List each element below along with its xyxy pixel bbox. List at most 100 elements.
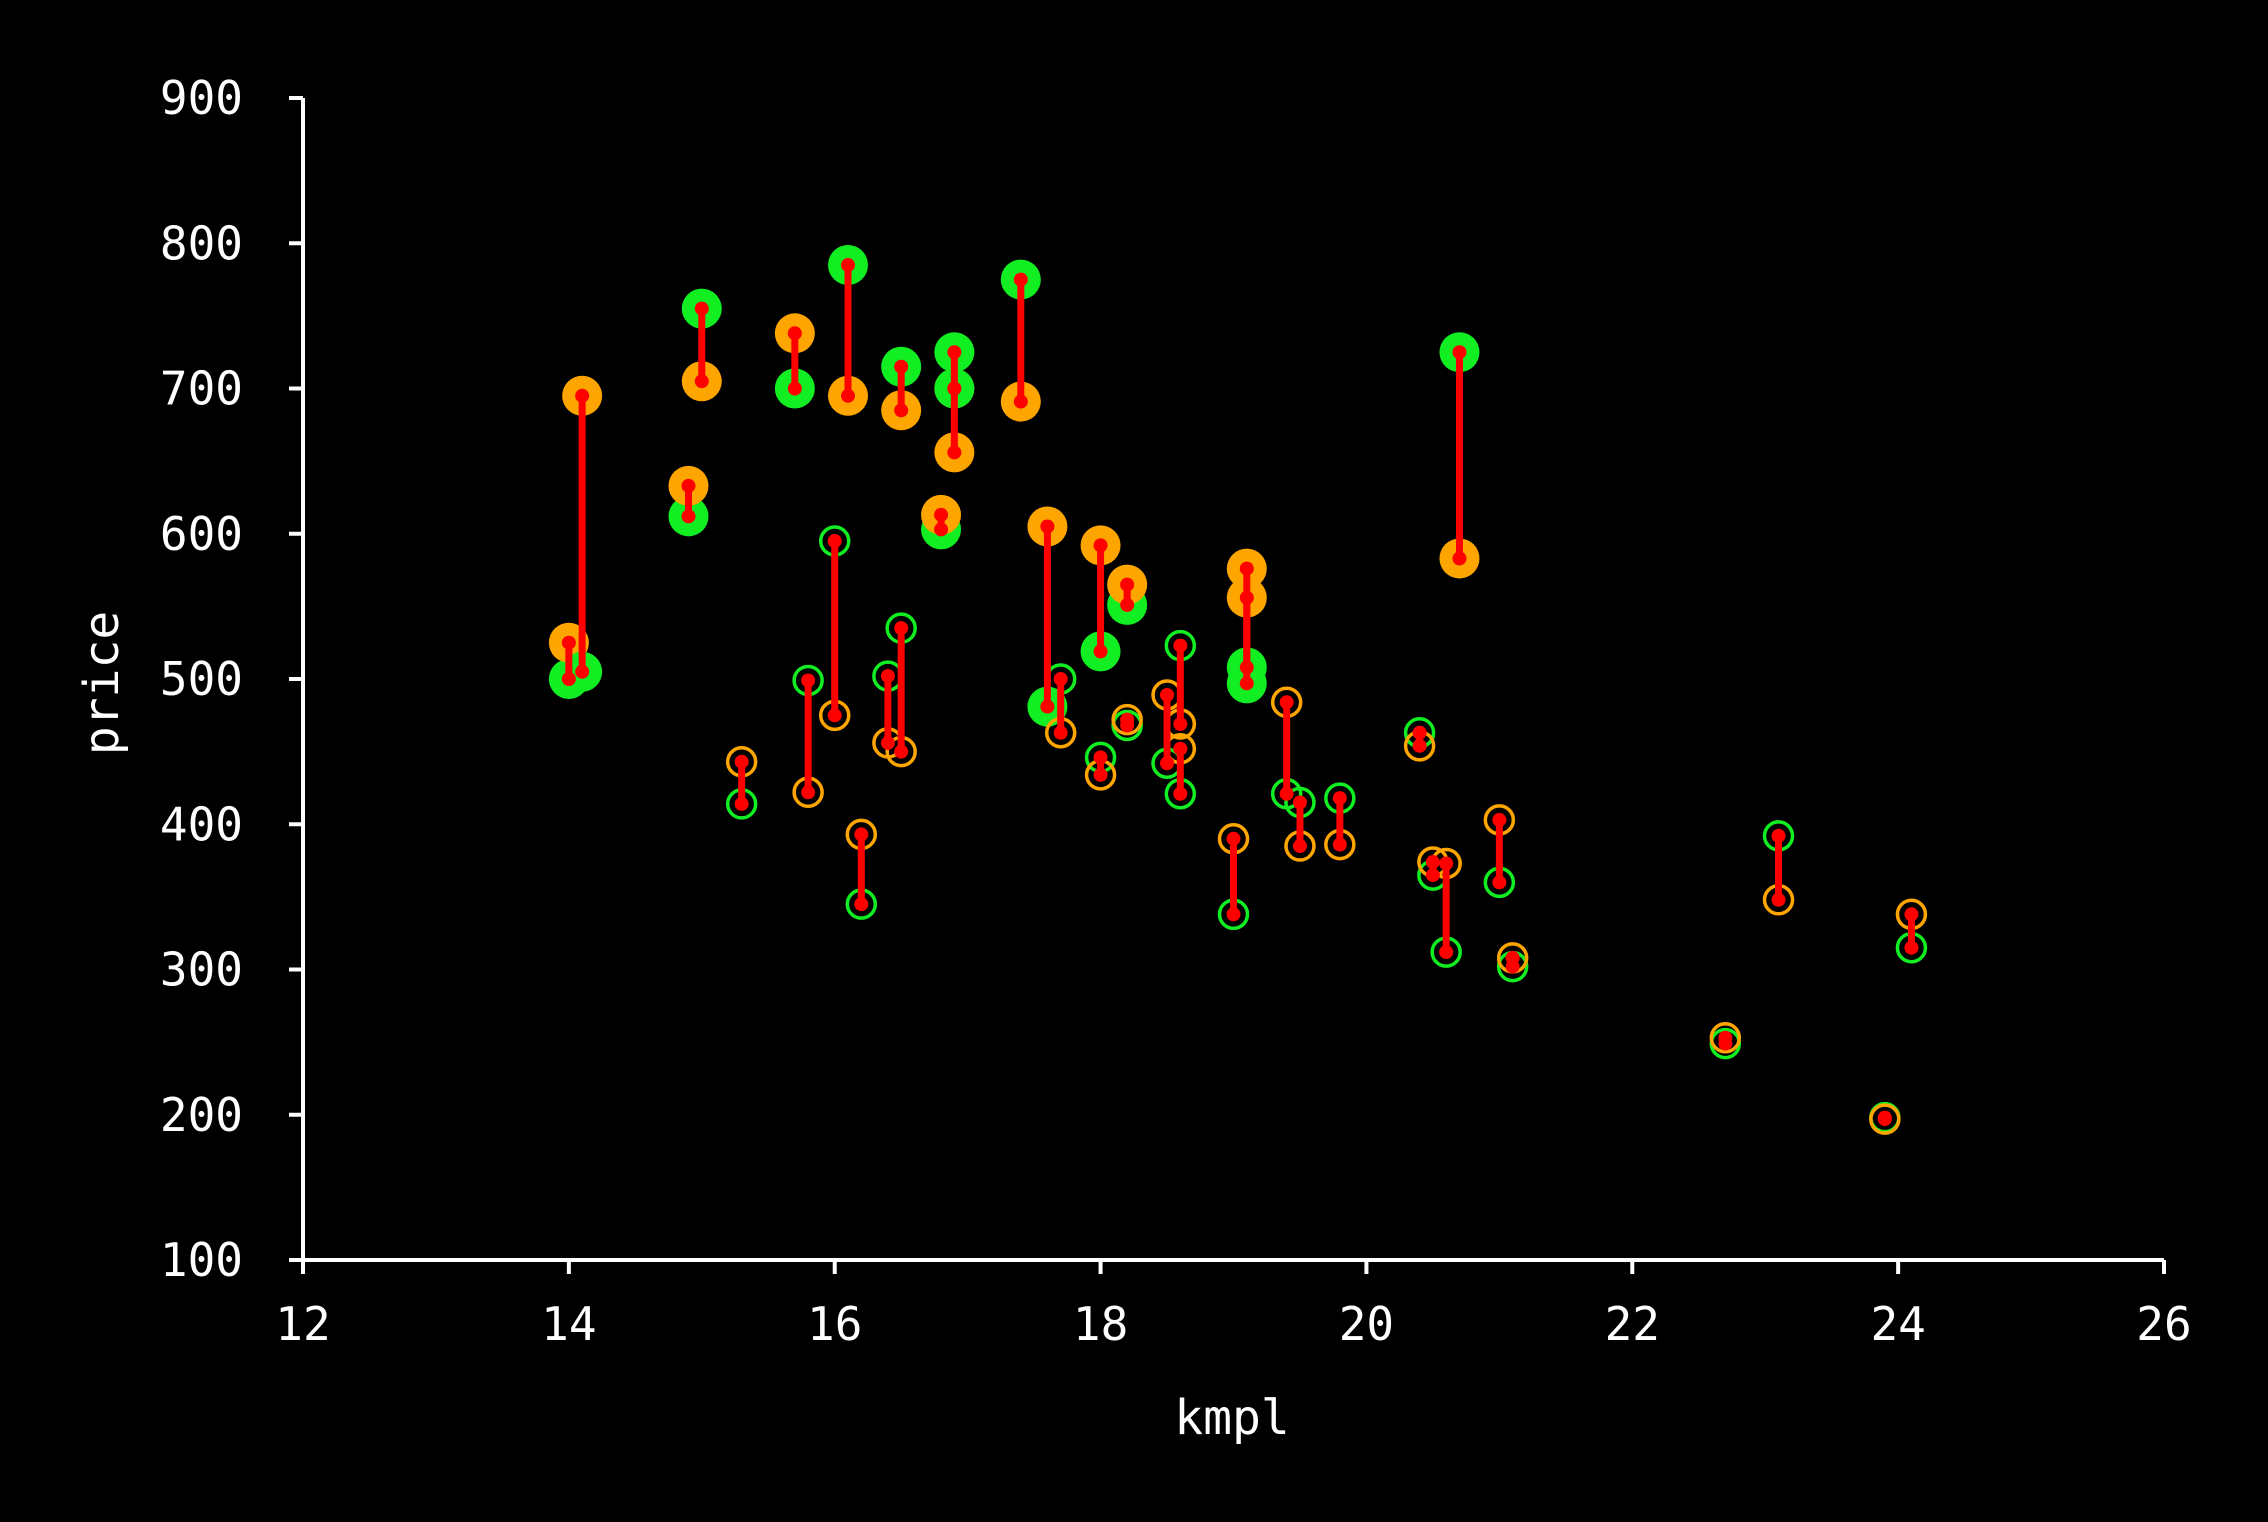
residual-end-dot [1120,712,1135,727]
residual-end-dot [787,381,802,396]
residual-end-dot [801,785,816,800]
residual-end-dot [1160,756,1175,771]
residual-end-dot [734,796,749,811]
residual-end-dot [1439,856,1454,871]
residual-end-dot [1013,394,1028,409]
residual-end-dot [880,735,895,750]
residual-end-dot [1093,750,1108,765]
residual-end-dot [1239,561,1254,576]
residual-end-dot [1226,831,1241,846]
residual-end-dot [947,445,962,460]
residual-end-dot [694,374,709,389]
residual-end-dot [575,388,590,403]
axes: 12 14 16 18 20 22 24 26 100 200 300 400 500 600 700 800… [160,71,2192,1351]
residual-end-dot [1412,738,1427,753]
residual-end-dot [1093,644,1108,659]
residual-end-dot [854,827,869,842]
y-tick-label: 700 [160,362,243,416]
residual-end-dot [880,669,895,684]
residual-end-dot [1292,795,1307,810]
y-tick-label: 600 [160,507,243,561]
residual-end-dot [1093,538,1108,553]
residual-end-dot [1771,892,1786,907]
residual-end-dot [1877,1112,1892,1127]
residual-end-dot [1292,839,1307,854]
residual-end-dot [1412,725,1427,740]
residual-end-dot [1279,786,1294,801]
y-tick-label: 300 [160,943,243,997]
residual-end-dot [1771,828,1786,843]
x-tick-label: 20 [1339,1297,1394,1351]
residual-end-dot [1226,907,1241,922]
predicted-point [1869,1103,1901,1135]
residual-end-dot [734,754,749,769]
residual-end-dot [854,897,869,912]
residual-end-dot [894,359,909,374]
y-axis-title: price [74,611,130,756]
x-tick-label: 24 [1870,1297,1925,1351]
point-markers [548,245,1928,1135]
x-tick-label: 16 [807,1297,862,1351]
residual-end-dot [1425,868,1440,883]
y-tick-label: 500 [160,652,243,706]
residual-end-dot [1173,741,1188,756]
residual-end-dot [1718,1030,1733,1045]
residual-end-dot [1425,855,1440,870]
residual-end-dot [1439,945,1454,960]
residual-end-dot [841,388,856,403]
residual-end-dot [801,673,816,688]
residual-end-dot [1452,345,1467,360]
predicted-point [1709,1022,1742,1054]
residual-end-dot [561,672,576,686]
residual-end-dot [1239,590,1254,605]
residual-end-dot [894,621,909,636]
residual-end-dot [1492,812,1507,827]
residual-end-dot [1040,519,1055,534]
residual-end-dot [787,326,802,341]
x-tick-label: 14 [541,1297,596,1351]
x-tick-label: 26 [2136,1297,2191,1351]
residual-end-dot [1505,950,1520,965]
residual-end-dot [841,258,856,273]
residual-end-dot [947,345,962,360]
y-tick-label: 800 [160,216,243,270]
y-tick-label: 100 [160,1233,243,1287]
residual-end-dot [1904,940,1919,955]
residual-end-dot [1452,551,1467,566]
residual-end-dot [1492,875,1507,890]
residual-end-dot [1332,837,1347,852]
residual-end-dot [1173,786,1188,801]
residual-end-dot [1173,638,1188,653]
residual-end-dot [1053,672,1068,686]
residual-end-dot [894,403,909,418]
residual-end-dot [1120,597,1135,612]
x-axis-title: kmpl [1174,1390,1290,1446]
residual-end-dot [694,301,709,316]
residual-end-dot [947,381,962,396]
residual-end-dot [561,635,576,650]
residual-end-dot [1332,791,1347,806]
residual-end-dot [681,509,696,524]
residual-end-dot [575,664,590,679]
residual-end-dot [1239,676,1254,691]
x-tick-label: 12 [275,1297,330,1351]
residual-end-dot [894,744,909,759]
predicted-point [1111,703,1143,736]
y-tick-label: 900 [160,71,243,125]
residual-end-dot [1173,717,1188,732]
residual-end-dot [1120,577,1135,592]
residual-end-dot [827,708,842,723]
residual-end-dot [1040,699,1055,714]
x-tick-label: 22 [1605,1297,1660,1351]
residual-end-dot [1053,725,1068,740]
residual-end-dot [1904,907,1919,922]
residual-end-dot [934,507,949,522]
x-tick-label: 18 [1073,1297,1128,1351]
residual-end-dot [934,522,949,537]
residual-end-dot [1013,272,1028,287]
y-tick-label: 200 [160,1088,243,1142]
y-tick-label: 400 [160,797,243,851]
residual-end-dot [1093,767,1108,782]
